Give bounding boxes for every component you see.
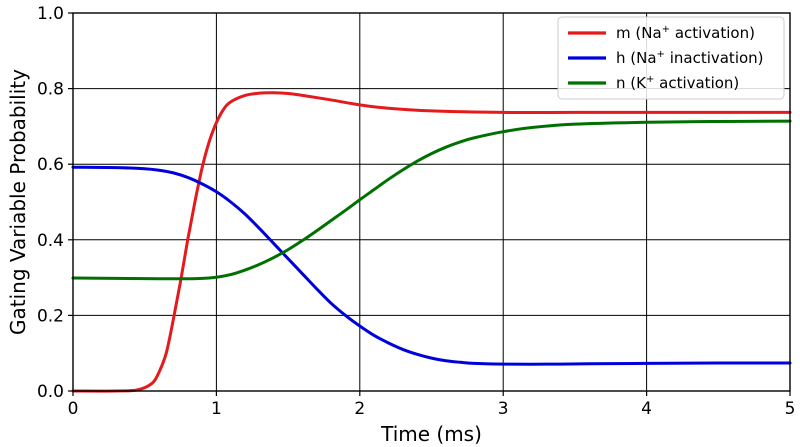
legend-label-superscript: + bbox=[662, 24, 670, 35]
y-tick-label: 0.4 bbox=[37, 231, 64, 251]
legend-label-text: activation) bbox=[670, 24, 755, 42]
legend-label-superscript: + bbox=[646, 74, 654, 85]
y-tick-label: 0.8 bbox=[37, 80, 64, 100]
legend-label-text: m (Na bbox=[616, 24, 662, 42]
legend-label-text: h (Na bbox=[616, 49, 657, 67]
x-tick-label: 2 bbox=[354, 399, 365, 419]
legend-label-m: m (Na+ activation) bbox=[616, 24, 755, 42]
y-axis-label: Gating Variable Probability bbox=[6, 69, 30, 335]
x-tick-label: 1 bbox=[211, 399, 222, 419]
legend-label-h: h (Na+ inactivation) bbox=[616, 49, 764, 67]
legend-label-text: inactivation) bbox=[665, 49, 764, 67]
series-layer bbox=[71, 91, 792, 393]
axis-ticks: 0 1 2 3 4 5 0.0 0.2 0.4 0.6 0.8 1.0 bbox=[37, 4, 795, 419]
legend-label-text: n (K bbox=[616, 74, 647, 92]
y-tick-label: 1.0 bbox=[37, 4, 64, 24]
plot-frame bbox=[72, 12, 791, 392]
x-axis-label: Time (ms) bbox=[380, 422, 482, 446]
series-line-n bbox=[71, 119, 792, 281]
legend-label-text: activation) bbox=[654, 74, 739, 92]
legend: m (Na+ activation)h (Na+ inactivation)n … bbox=[557, 16, 785, 100]
legend-box bbox=[557, 16, 785, 100]
legend-label-n: n (K+ activation) bbox=[616, 74, 739, 92]
y-tick-label: 0.6 bbox=[37, 155, 64, 175]
x-tick-label: 0 bbox=[68, 399, 79, 419]
series-line-h bbox=[71, 165, 792, 366]
x-tick-label: 5 bbox=[785, 399, 796, 419]
legend-label-superscript: + bbox=[657, 49, 665, 60]
y-tick-label: 0.2 bbox=[37, 306, 64, 326]
x-tick-label: 3 bbox=[498, 399, 509, 419]
series-line-m bbox=[71, 91, 792, 393]
x-tick-label: 4 bbox=[641, 399, 652, 419]
y-tick-label: 0.0 bbox=[37, 382, 64, 402]
